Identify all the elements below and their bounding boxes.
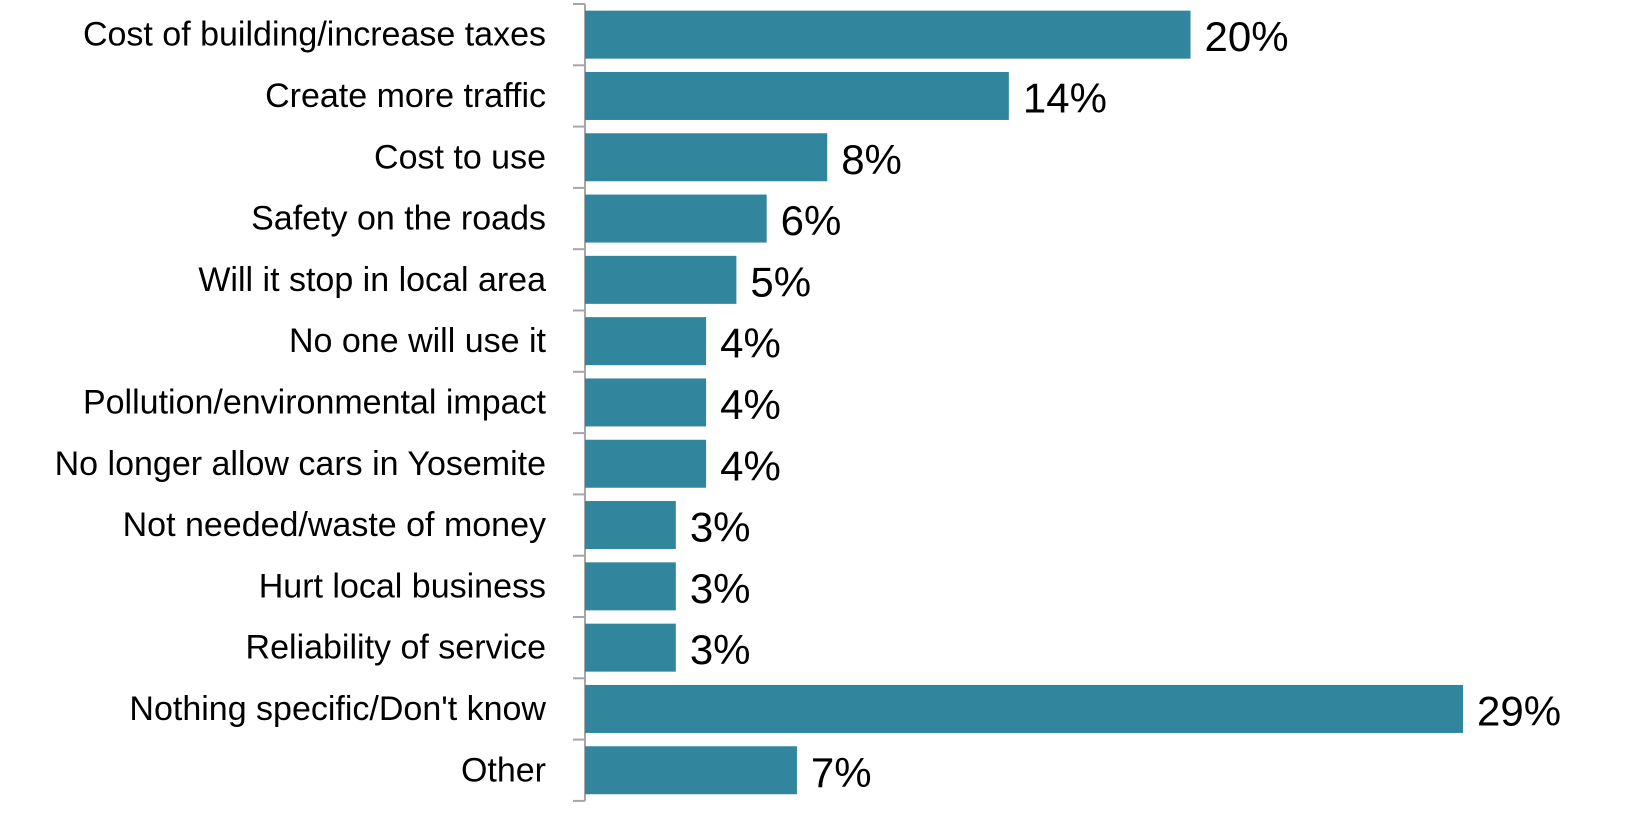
category-label: Cost of building/increase taxes bbox=[83, 16, 546, 54]
category-label: Reliability of service bbox=[246, 629, 546, 667]
bar bbox=[585, 684, 1463, 733]
category-label: Create more traffic bbox=[265, 77, 546, 115]
y-axis-ticks bbox=[573, 3, 585, 802]
bar bbox=[585, 562, 676, 611]
category-label: Will it stop in local area bbox=[198, 261, 546, 299]
category-label: No one will use it bbox=[289, 322, 547, 360]
bar bbox=[585, 317, 707, 366]
value-label: 4% bbox=[720, 320, 781, 367]
category-label: No longer allow cars in Yosemite bbox=[55, 445, 546, 483]
value-label: 3% bbox=[690, 504, 751, 551]
value-label: 6% bbox=[781, 197, 842, 244]
value-labels-group: 20% 14% 8% 6% 5% 4% 4% 4% 3% 3% 3% 29% 7% bbox=[690, 13, 1561, 796]
value-label: 7% bbox=[811, 749, 872, 796]
category-label: Pollution/environmental impact bbox=[83, 383, 547, 421]
bars-group bbox=[585, 10, 1463, 795]
value-label: 29% bbox=[1477, 687, 1561, 734]
bar bbox=[585, 623, 676, 672]
value-label: 3% bbox=[690, 565, 751, 612]
value-label: 8% bbox=[841, 136, 902, 183]
value-label: 3% bbox=[690, 626, 751, 673]
bar bbox=[585, 255, 737, 304]
bar bbox=[585, 746, 797, 795]
value-label: 5% bbox=[750, 258, 811, 305]
category-label: Hurt local business bbox=[259, 567, 546, 605]
value-label: 14% bbox=[1023, 74, 1107, 121]
bar bbox=[585, 71, 1009, 120]
value-label: 4% bbox=[720, 442, 781, 489]
category-label: Nothing specific/Don't know bbox=[129, 690, 546, 728]
bar bbox=[585, 439, 707, 488]
bar bbox=[585, 501, 676, 550]
value-label: 4% bbox=[720, 381, 781, 428]
category-label: Cost to use bbox=[374, 138, 546, 176]
category-label: Other bbox=[461, 751, 546, 789]
bar bbox=[585, 133, 828, 182]
value-label: 20% bbox=[1205, 13, 1289, 60]
category-label: Safety on the roads bbox=[251, 200, 546, 238]
category-label: Not needed/waste of money bbox=[123, 506, 546, 544]
category-labels-group: Cost of building/increase taxes Create mo… bbox=[55, 16, 547, 790]
bar bbox=[585, 10, 1191, 59]
bar bbox=[585, 194, 767, 243]
bar bbox=[585, 378, 707, 427]
